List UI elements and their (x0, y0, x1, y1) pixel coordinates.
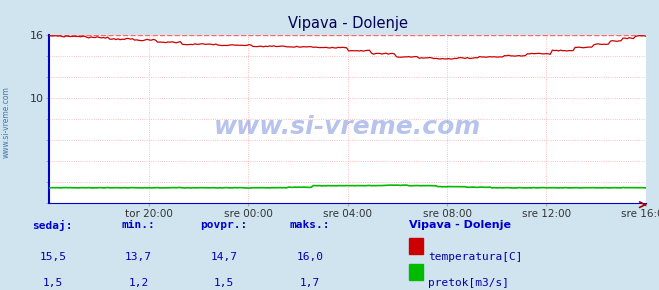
Text: www.si-vreme.com: www.si-vreme.com (214, 115, 481, 139)
Text: temperatura[C]: temperatura[C] (428, 252, 523, 262)
Text: povpr.:: povpr.: (200, 220, 248, 230)
Text: www.si-vreme.com: www.si-vreme.com (2, 86, 11, 158)
Text: 14,7: 14,7 (211, 252, 237, 262)
Text: 1,2: 1,2 (129, 278, 148, 288)
Text: 1,5: 1,5 (43, 278, 63, 288)
Text: 1,7: 1,7 (300, 278, 320, 288)
Text: sedaj:: sedaj: (32, 220, 73, 231)
Text: 15,5: 15,5 (40, 252, 66, 262)
Text: Vipava - Dolenje: Vipava - Dolenje (409, 220, 511, 230)
Text: min.:: min.: (121, 220, 156, 230)
Text: maks.:: maks.: (289, 220, 330, 230)
Text: 13,7: 13,7 (125, 252, 152, 262)
Title: Vipava - Dolenje: Vipava - Dolenje (287, 16, 408, 31)
Text: 1,5: 1,5 (214, 278, 234, 288)
Text: pretok[m3/s]: pretok[m3/s] (428, 278, 509, 288)
Text: 16,0: 16,0 (297, 252, 323, 262)
